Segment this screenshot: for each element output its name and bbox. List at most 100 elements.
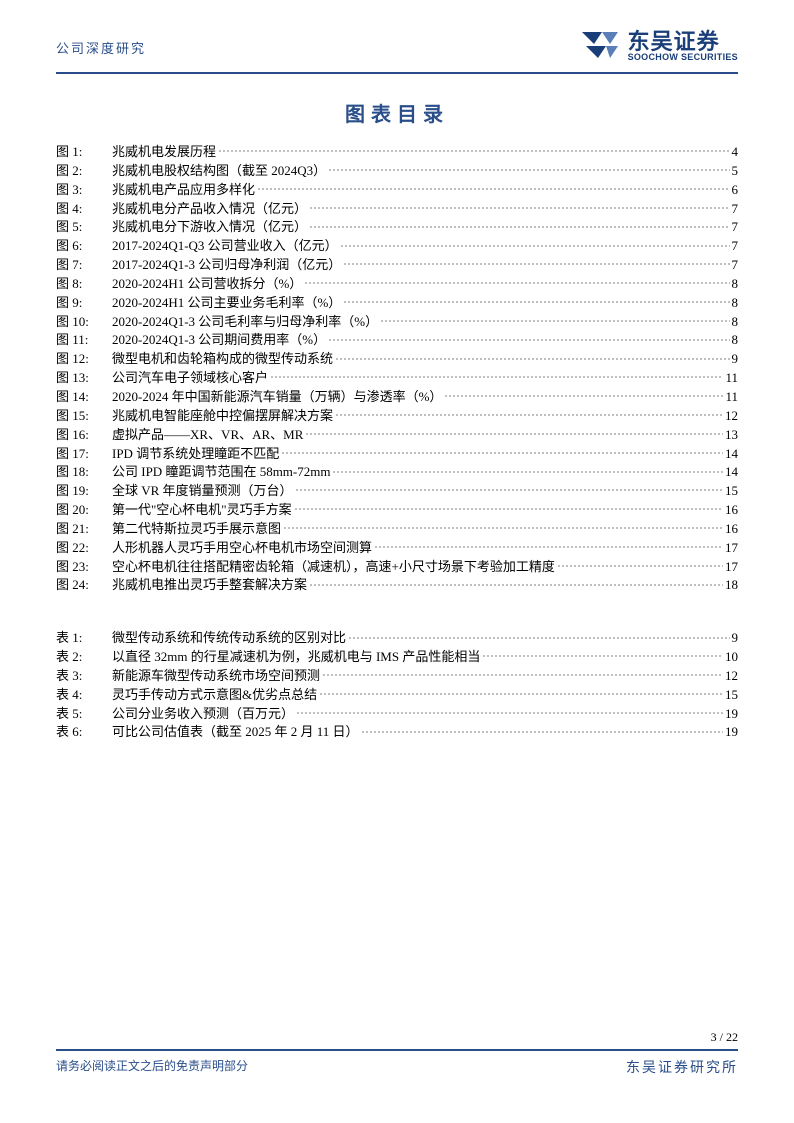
toc-leader-dots bbox=[557, 558, 723, 571]
toc-row: 表 1: 微型传动系统和传统传动系统的区别对比9 bbox=[56, 629, 738, 648]
toc-row: 图 18: 公司 IPD 瞳距调节范围在 58mm-72mm14 bbox=[56, 463, 738, 482]
toc-entry-page: 7 bbox=[732, 237, 739, 256]
toc-entry-page: 13 bbox=[725, 426, 738, 445]
toc-row: 图 13: 公司汽车电子领域核心客户11 bbox=[56, 369, 738, 388]
toc-entry-page: 15 bbox=[725, 686, 738, 705]
toc-entry-page: 18 bbox=[725, 576, 738, 595]
toc-entry-label: 图 4: bbox=[56, 200, 112, 219]
toc-row: 图 19: 全球 VR 年度销量预测（万台）15 bbox=[56, 482, 738, 501]
toc-leader-dots bbox=[295, 482, 723, 495]
figures-list: 图 1: 兆威机电发展历程4图 2: 兆威机电股权结构图（截至 2024Q3） 5… bbox=[56, 143, 738, 595]
toc-entry-page: 17 bbox=[725, 558, 738, 577]
logo-text: 东吴证券 SOOCHOW SECURITIES bbox=[628, 31, 738, 62]
toc-entry-page: 14 bbox=[725, 463, 738, 482]
toc-entry-title: 兆威机电分下游收入情况（亿元） bbox=[112, 218, 307, 237]
toc-row: 图 10: 2020-2024Q1-3 公司毛利率与归母净利率（%）8 bbox=[56, 313, 738, 332]
toc-entry-label: 图 11: bbox=[56, 331, 112, 350]
toc-row: 表 6: 可比公司估值表（截至 2025 年 2 月 11 日）19 bbox=[56, 723, 738, 742]
toc-leader-dots bbox=[361, 723, 723, 736]
toc-entry-title: 2017-2024Q1-3 公司归母净利润（亿元） bbox=[112, 256, 341, 275]
toc-entry-title: 2020-2024 年中国新能源汽车销量（万辆）与渗透率（%） bbox=[112, 388, 442, 407]
toc-entry-title: 兆威机电智能座舱中控偏摆屏解决方案 bbox=[112, 407, 333, 426]
toc-leader-dots bbox=[328, 331, 729, 344]
toc-entry-page: 5 bbox=[732, 162, 739, 181]
toc-entry-page: 7 bbox=[732, 200, 739, 219]
toc-entry-title: 人形机器人灵巧手用空心杯电机市场空间测算 bbox=[112, 539, 372, 558]
toc-entry-title: 灵巧手传动方式示意图&优劣点总结 bbox=[112, 686, 317, 705]
toc-leader-dots bbox=[482, 648, 723, 661]
brand-logo: 东吴证券 SOOCHOW SECURITIES bbox=[580, 28, 738, 64]
toc-entry-title: 兆威机电发展历程 bbox=[112, 143, 216, 162]
toc-entry-label: 图 6: bbox=[56, 237, 112, 256]
toc-entry-label: 图 18: bbox=[56, 463, 112, 482]
toc-entry-label: 图 8: bbox=[56, 275, 112, 294]
toc-leader-dots bbox=[335, 350, 729, 363]
toc-row: 表 5: 公司分业务收入预测（百万元）19 bbox=[56, 705, 738, 724]
toc-entry-title: 微型传动系统和传统传动系统的区别对比 bbox=[112, 629, 346, 648]
toc-row: 图 1: 兆威机电发展历程4 bbox=[56, 143, 738, 162]
page-number: 3 / 22 bbox=[56, 1030, 738, 1045]
toc-row: 图 24: 兆威机电推出灵巧手整套解决方案18 bbox=[56, 576, 738, 595]
toc-leader-dots bbox=[343, 294, 729, 307]
toc-entry-page: 10 bbox=[725, 648, 738, 667]
toc-entry-title: 新能源车微型传动系统市场空间预测 bbox=[112, 667, 320, 686]
toc-entry-title: 兆威机电股权结构图（截至 2024Q3） bbox=[112, 162, 326, 181]
toc-entry-label: 图 14: bbox=[56, 388, 112, 407]
toc-entry-title: 2020-2024Q1-3 公司期间费用率（%） bbox=[112, 331, 326, 350]
toc-entry-title: 第二代特斯拉灵巧手展示意图 bbox=[112, 520, 281, 539]
toc-entry-page: 17 bbox=[725, 539, 738, 558]
toc-entry-label: 图 21: bbox=[56, 520, 112, 539]
toc-entry-title: 可比公司估值表（截至 2025 年 2 月 11 日） bbox=[112, 723, 359, 742]
toc-entry-title: IPD 调节系统处理瞳距不匹配 bbox=[112, 445, 279, 464]
footer-divider bbox=[56, 1049, 738, 1051]
toc-entry-title: 微型电机和齿轮箱构成的微型传动系统 bbox=[112, 350, 333, 369]
toc-entry-label: 表 3: bbox=[56, 667, 112, 686]
toc-leader-dots bbox=[335, 407, 723, 420]
toc-entry-title: 以直径 32mm 的行星减速机为例，兆威机电与 IMS 产品性能相当 bbox=[112, 648, 480, 667]
toc-row: 图 3: 兆威机电产品应用多样化6 bbox=[56, 181, 738, 200]
toc-leader-dots bbox=[305, 426, 723, 439]
toc-entry-page: 9 bbox=[732, 629, 739, 648]
toc-entry-page: 12 bbox=[725, 407, 738, 426]
toc-entry-title: 2020-2024H1 公司主要业务毛利率（%） bbox=[112, 294, 341, 313]
page-footer: 3 / 22 请务必阅读正文之后的免责声明部分 东吴证券研究所 bbox=[56, 1030, 738, 1077]
toc-row: 图 7: 2017-2024Q1-3 公司归母净利润（亿元）7 bbox=[56, 256, 738, 275]
toc-entry-page: 7 bbox=[732, 218, 739, 237]
toc-row: 图 20: 第一代"空心杯电机"灵巧手方案16 bbox=[56, 501, 738, 520]
toc-entry-label: 图 19: bbox=[56, 482, 112, 501]
logo-en: SOOCHOW SECURITIES bbox=[628, 53, 738, 62]
toc-entry-title: 兆威机电分产品收入情况（亿元） bbox=[112, 200, 307, 219]
toc-entry-page: 15 bbox=[725, 482, 738, 501]
toc-entry-page: 7 bbox=[732, 256, 739, 275]
toc-entry-title: 2020-2024H1 公司营收拆分（%） bbox=[112, 275, 302, 294]
toc-entry-title: 2020-2024Q1-3 公司毛利率与归母净利率（%） bbox=[112, 313, 378, 332]
toc-entry-label: 表 2: bbox=[56, 648, 112, 667]
toc-entry-label: 表 5: bbox=[56, 705, 112, 724]
logo-cn: 东吴证券 bbox=[628, 31, 738, 53]
toc-entry-label: 图 2: bbox=[56, 162, 112, 181]
toc-row: 图 16: 虚拟产品——XR、VR、AR、MR13 bbox=[56, 426, 738, 445]
logo-mark-icon bbox=[580, 28, 620, 64]
toc-entry-page: 11 bbox=[725, 388, 738, 407]
toc-entry-label: 图 20: bbox=[56, 501, 112, 520]
toc-entry-label: 图 5: bbox=[56, 218, 112, 237]
toc-entry-label: 图 23: bbox=[56, 558, 112, 577]
toc-leader-dots bbox=[319, 686, 723, 699]
toc-row: 表 3: 新能源车微型传动系统市场空间预测12 bbox=[56, 667, 738, 686]
toc-entry-page: 8 bbox=[732, 275, 739, 294]
toc-row: 图 15: 兆威机电智能座舱中控偏摆屏解决方案12 bbox=[56, 407, 738, 426]
toc-row: 图 11: 2020-2024Q1-3 公司期间费用率（%） 8 bbox=[56, 331, 738, 350]
toc-entry-label: 图 13: bbox=[56, 369, 112, 388]
toc-entry-title: 空心杯电机往往搭配精密齿轮箱（减速机），高速+小尺寸场景下考验加工精度 bbox=[112, 558, 555, 577]
toc-leader-dots bbox=[283, 520, 723, 533]
toc-leader-dots bbox=[322, 667, 723, 680]
toc-entry-title: 虚拟产品——XR、VR、AR、MR bbox=[112, 426, 303, 445]
toc-entry-title: 公司汽车电子领域核心客户 bbox=[112, 369, 268, 388]
toc-leader-dots bbox=[294, 501, 723, 514]
toc-row: 表 2: 以直径 32mm 的行星减速机为例，兆威机电与 IMS 产品性能相当 1… bbox=[56, 648, 738, 667]
toc-row: 图 9: 2020-2024H1 公司主要业务毛利率（%）8 bbox=[56, 294, 738, 313]
toc-entry-page: 8 bbox=[732, 331, 739, 350]
toc-entry-title: 兆威机电产品应用多样化 bbox=[112, 181, 255, 200]
toc-leader-dots bbox=[296, 705, 723, 718]
toc-row: 图 8: 2020-2024H1 公司营收拆分（%） 8 bbox=[56, 275, 738, 294]
